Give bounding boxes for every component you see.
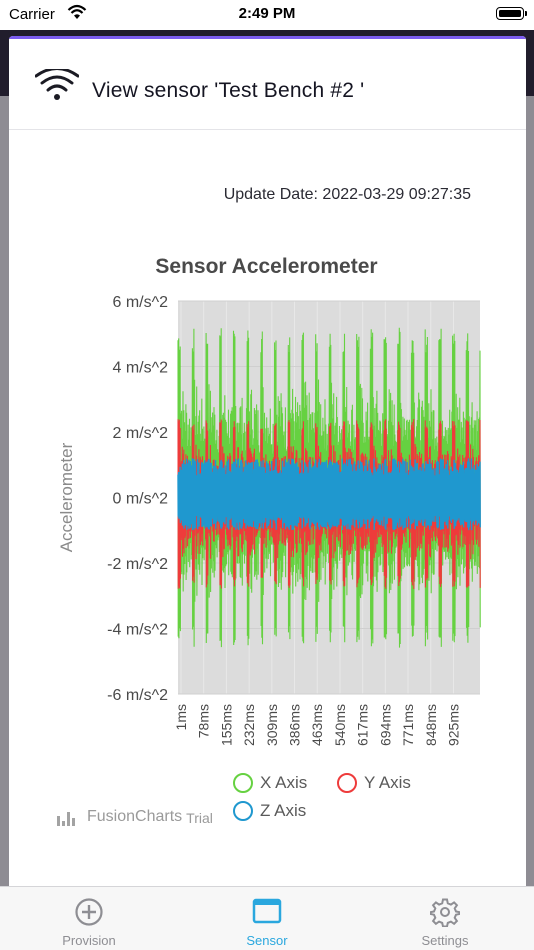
legend-z-axis[interactable]: Z Axis (233, 801, 306, 821)
chart-title: Sensor Accelerometer (155, 255, 378, 278)
legend-z-swatch (233, 801, 253, 821)
x-tick-label: 848ms (423, 704, 439, 746)
x-tick-label: 463ms (309, 704, 325, 746)
plus-circle-icon (75, 898, 103, 926)
fusioncharts-logo-icon (57, 812, 77, 826)
legend-z-label: Z Axis (260, 801, 307, 820)
x-tick-label: 694ms (377, 704, 393, 746)
x-tick-label: 155ms (218, 704, 234, 746)
credit-trial: Trial (186, 810, 213, 826)
legend-x-swatch (233, 773, 253, 793)
x-tick-label: 771ms (400, 704, 416, 746)
legend-y-swatch (337, 773, 357, 793)
tab-sensor-label: Sensor (246, 933, 288, 948)
y-axis-title: Accelerometer (57, 442, 76, 552)
update-date: Update Date: 2022-03-29 09:27:35 (223, 186, 471, 203)
y-tick-label: -2 m/s^2 (107, 556, 168, 573)
x-tick-label: 617ms (355, 704, 371, 746)
x-tick-label: 309ms (264, 704, 280, 746)
wifi-status-icon (67, 4, 87, 19)
status-bar: Carrier 2:49 PM (0, 0, 534, 30)
tab-sensor[interactable]: Sensor (178, 887, 356, 950)
y-tick-label: 4 m/s^2 (112, 360, 168, 377)
accelerometer-chart: 6 m/s^2 4 m/s^2 2 m/s^2 0 m/s^2 -2 m/s^2 -4 m… (57, 294, 481, 746)
x-tick-label: 925ms (446, 704, 462, 746)
legend-y-label: Y Axis (364, 773, 411, 792)
x-tick-label: 540ms (332, 704, 348, 746)
sheet-header: View sensor 'Test Bench #2 ' (9, 39, 526, 130)
x-tick-label: 232ms (241, 704, 257, 746)
window-icon (252, 898, 282, 924)
page-title: View sensor 'Test Bench #2 ' (92, 79, 365, 102)
carrier-label: Carrier (9, 6, 55, 23)
y-tick-label: -4 m/s^2 (107, 622, 168, 639)
wifi-icon (35, 69, 79, 100)
credit-brand: FusionCharts (87, 808, 183, 825)
x-tick-label: 1ms (173, 704, 189, 730)
y-tick-label: -6 m/s^2 (107, 687, 168, 704)
tab-bar: Provision Sensor Settings (0, 886, 534, 950)
y-tick-label: 0 m/s^2 (112, 491, 168, 508)
x-tick-label: 78ms (196, 704, 212, 738)
y-tick-label: 6 m/s^2 (112, 294, 168, 311)
tab-provision-label: Provision (62, 933, 116, 948)
series-line (177, 458, 481, 531)
legend-x-axis[interactable]: X Axis (233, 773, 307, 793)
sensor-sheet: View sensor 'Test Bench #2 ' Update Date… (9, 36, 526, 896)
fusioncharts-credit[interactable]: FusionCharts Trial (57, 808, 213, 826)
legend-y-axis[interactable]: Y Axis (337, 773, 411, 793)
legend-x-label: X Axis (260, 773, 308, 792)
tab-settings-label: Settings (421, 933, 469, 948)
y-tick-label: 2 m/s^2 (112, 425, 168, 442)
gear-icon (430, 898, 460, 927)
series-z-axis (177, 458, 481, 531)
tab-provision[interactable]: Provision (0, 887, 178, 950)
battery-icon (496, 7, 527, 20)
clock: 2:49 PM (238, 5, 296, 22)
x-tick-label: 386ms (287, 704, 303, 746)
tab-settings[interactable]: Settings (356, 887, 534, 950)
sheet-accent-bar (9, 36, 526, 39)
